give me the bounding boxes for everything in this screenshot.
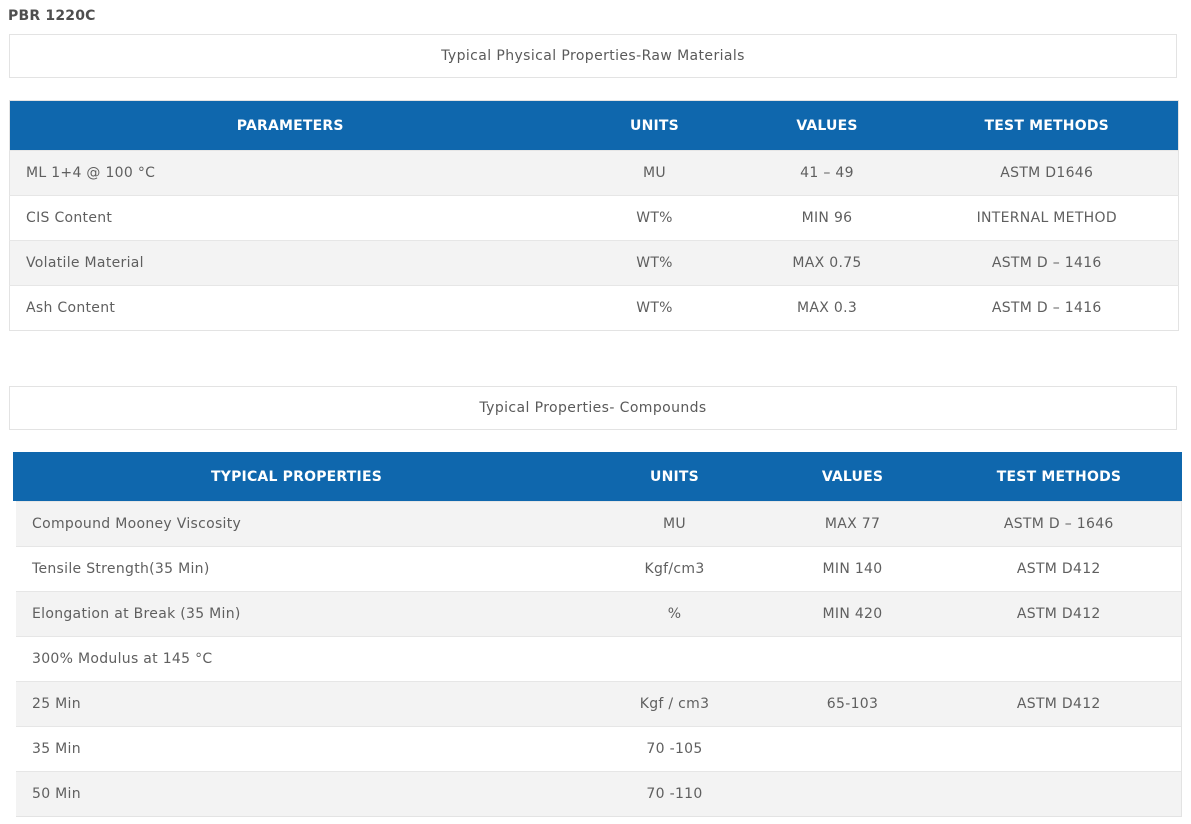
property-cell: Compound Mooney Viscosity [9,501,581,547]
test-method-cell: ASTM D – 1646 [936,501,1182,547]
table-row: 25 Min Kgf / cm3 65-103 ASTM D412 [9,681,1182,727]
product-title: PBR 1220C [8,8,96,24]
raw-materials-header-row: PARAMETERS UNITS VALUES TEST METHODS [9,100,1179,151]
units-cell [580,636,769,682]
property-cell: 50 Min [9,771,581,817]
property-cell: ML 1+4 @ 100 °C [9,150,571,196]
units-cell: Kgf / cm3 [580,681,769,727]
test-method-cell: ASTM D1646 [915,150,1179,196]
compounds-header-row: TYPICAL PROPERTIES UNITS VALUES TEST MET… [12,452,1182,502]
values-cell: MIN 96 [738,195,916,241]
test-method-cell [936,636,1182,682]
table-row: Elongation at Break (35 Min)% MIN 420 ASTM… [9,591,1182,637]
values-cell: MAX 0.3 [738,285,916,331]
units-cell: Kgf/cm3 [580,546,769,592]
property-cell: 300% Modulus at 145 °C [9,636,581,682]
test-method-cell: INTERNAL METHOD [915,195,1179,241]
values-cell [768,636,937,682]
values-cell: MAX 77 [768,501,937,547]
test-method-cell [936,726,1182,772]
property-cell: 35 Min [9,726,581,772]
values-cell: MIN 140 [768,546,937,592]
table-row: 35 Min 70 -105 [9,726,1182,772]
property-cell: CIS Content [9,195,571,241]
test-method-cell: ASTM D – 1416 [915,240,1179,286]
table-row: Ash Content WT% MAX 0.3 ASTM D – 1416 [9,285,1179,331]
test-method-cell: ASTM D412 [936,546,1182,592]
values-cell: MAX 0.75 [738,240,916,286]
units-cell: % [580,591,769,637]
test-method-cell: ASTM D – 1416 [915,285,1179,331]
property-cell: Volatile Material [9,240,571,286]
compounds-table: TYPICAL PROPERTIES UNITS VALUES TEST MET… [9,452,1182,817]
header-parameters: PARAMETERS [9,100,571,151]
table-row: Compound Mooney Viscosity MU MAX 77 ASTM D … [9,501,1182,547]
raw-materials-table: PARAMETERS UNITS VALUES TEST METHODS ML … [9,100,1179,331]
values-cell [768,771,937,817]
header-values: VALUES [738,100,916,151]
units-cell: MU [570,150,739,196]
units-cell: MU [580,501,769,547]
values-cell: 41 – 49 [738,150,916,196]
test-method-cell: ASTM D412 [936,681,1182,727]
header-values: VALUES [768,452,937,502]
table-row: ML 1+4 @ 100 °C MU 41 – 49 ASTM D1646 [9,150,1179,196]
header-test-methods: TEST METHODS [936,452,1182,502]
values-cell [768,726,937,772]
header-typical-properties: TYPICAL PROPERTIES [12,452,581,502]
units-cell: 70 -105 [580,726,769,772]
values-cell: 65-103 [768,681,937,727]
raw-materials-heading: Typical Physical Properties-Raw Material… [9,34,1177,78]
property-cell: Elongation at Break (35 Min) [9,591,581,637]
values-cell: MIN 420 [768,591,937,637]
header-units: UNITS [580,452,769,502]
property-cell: Tensile Strength(35 Min) [9,546,581,592]
table-row: Volatile Material WT% MAX 0.75 ASTM D – 141… [9,240,1179,286]
units-cell: WT% [570,195,739,241]
table-row: 50 Min 70 -110 [9,771,1182,817]
property-cell: Ash Content [9,285,571,331]
test-method-cell: ASTM D412 [936,591,1182,637]
table-row: CIS Content WT% MIN 96 INTERNAL METHOD [9,195,1179,241]
table-row: Tensile Strength(35 Min) Kgf/cm3 MIN 140 AS… [9,546,1182,592]
table-row: 300% Modulus at 145 °C [9,636,1182,682]
header-units: UNITS [570,100,739,151]
units-cell: WT% [570,240,739,286]
header-test-methods: TEST METHODS [915,100,1179,151]
property-cell: 25 Min [9,681,581,727]
units-cell: WT% [570,285,739,331]
compounds-heading: Typical Properties- Compounds [9,386,1177,430]
units-cell: 70 -110 [580,771,769,817]
test-method-cell [936,771,1182,817]
